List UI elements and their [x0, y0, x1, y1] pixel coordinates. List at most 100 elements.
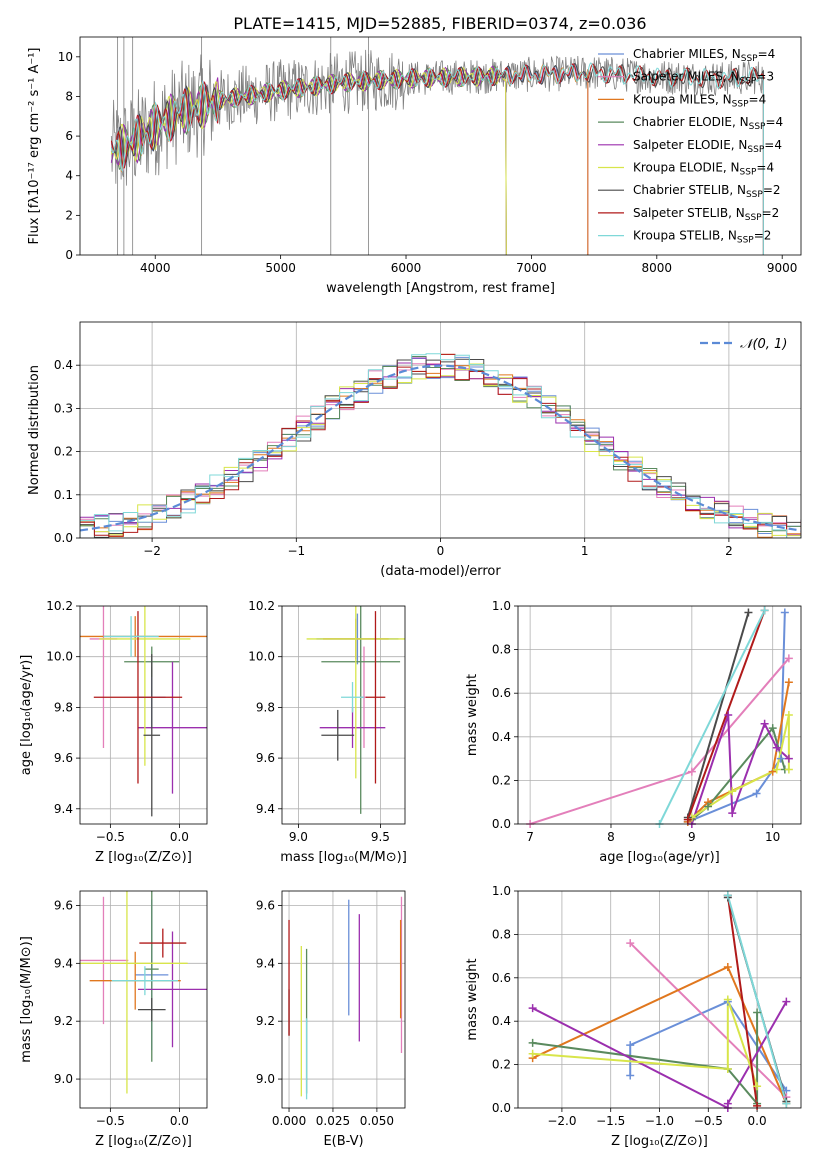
y-axis-label: mass weight	[465, 958, 480, 1040]
gaussian-curve	[80, 364, 801, 532]
errorbar-point	[99, 606, 191, 766]
weight-marker	[753, 1008, 762, 1017]
errorbar-point	[306, 606, 405, 779]
panel-weight_vs_age: 7 8 9 10 0.0 0.2 0.4 0.6 0.8 1.0 age [log₁₀(age/yr…	[465, 599, 802, 865]
x-tick-label: 9000	[767, 261, 798, 275]
plot-area	[282, 891, 405, 1108]
x-tick-label: −2	[143, 544, 161, 558]
errorbar-point	[80, 896, 129, 1025]
y-tick-label: 0.0	[492, 817, 511, 831]
y-tick-label: 9.4	[54, 956, 73, 970]
errorbar-point	[137, 998, 166, 1022]
panel-mass_vs_ebv: 0.000 0.025 0.050 9.0 9.2 9.4 9.6 E(B-V)	[256, 890, 406, 1149]
panel-age_vs_mass: 9.0 9.5 9.4 9.6 9.8 10.0 10.2 mass [log₁₀(M/M⊙)…	[248, 599, 407, 865]
weight-marker	[753, 1101, 762, 1110]
weight-marker	[626, 1041, 635, 1050]
errorbar-point	[341, 682, 364, 713]
legend-entry: Kroupa MILES, NSSP=4	[633, 92, 766, 109]
x-axis-label: Z [log₁₀(Z/Z⊙)]	[95, 1134, 192, 1149]
legend-value: =4	[765, 115, 783, 129]
weight-line-salpeter-miles	[529, 657, 790, 824]
y-tick-label: 0.4	[492, 730, 511, 744]
weight-marker	[753, 1082, 762, 1091]
x-tick-label: 8	[607, 830, 615, 844]
x-tick-label: 2	[725, 544, 733, 558]
legend-value: =2	[762, 206, 780, 220]
plot-area	[518, 891, 801, 1108]
y-axis-label: age [log₁₀(age/yr)]	[19, 655, 34, 776]
panel-spectrum: 4000 5000 6000 7000 8000 9000 0 2 4 6 8 10 wavelengt…	[27, 36, 802, 296]
model-line-salpeter-elodie	[110, 65, 507, 255]
weight-marker	[528, 1004, 537, 1013]
errorbar-point	[93, 611, 183, 784]
errorbar-point	[80, 891, 188, 1094]
y-tick-label: 0.2	[492, 773, 511, 787]
x-tick-label: −1.0	[645, 1114, 674, 1128]
legend-text: Salpeter ELODIE, N	[633, 138, 747, 152]
panel-age_vs_Z: −0.5 0.0 9.4 9.6 9.8 10.0 10.2 Z [log₁₀(Z/Z⊙)] a…	[19, 599, 208, 865]
legend-entry: Chabrier STELIB, NSSP=2	[633, 183, 781, 200]
errorbar-point	[365, 611, 386, 784]
plot-area	[282, 606, 405, 824]
weight-marker	[784, 654, 793, 663]
plot-area	[518, 606, 801, 824]
x-tick-label: 0.050	[360, 1114, 394, 1128]
errorbar-point	[103, 616, 159, 657]
x-tick-label: −1.5	[596, 1114, 625, 1128]
plot-area	[80, 891, 207, 1108]
weight-marker	[728, 787, 737, 796]
legend-subscript: SSP	[740, 77, 757, 87]
x-tick-label: 5000	[265, 261, 296, 275]
errorbar-point	[144, 891, 159, 1062]
weight-marker	[723, 891, 732, 900]
weight-marker	[683, 815, 692, 824]
legend-subscript: SSP	[745, 213, 762, 223]
model-line-kroupa-stelib	[110, 62, 764, 255]
model-line-chabrier-stelib	[111, 62, 764, 255]
x-tick-label: 8000	[642, 261, 673, 275]
legend-text: Salpeter MILES, N	[633, 70, 740, 84]
axes-frame	[79, 321, 802, 539]
legend-entry: 𝒩(0, 1)	[740, 337, 787, 352]
axes-frame	[517, 890, 802, 1109]
y-tick-label: 9.0	[256, 1072, 275, 1086]
x-tick-label: 0.000	[272, 1114, 306, 1128]
plot-area	[80, 606, 207, 824]
x-axis-label: wavelength [Angstrom, rest frame]	[326, 281, 555, 296]
panel-residuals: −2 −1 0 1 2 0.0 0.1 0.2 0.3 0.4 (data-model)/error…	[27, 321, 802, 579]
y-tick-label: 2	[65, 208, 73, 222]
weight-line-chabrier-elodie	[532, 1012, 759, 1107]
legend-subscript: SSP	[740, 168, 757, 178]
weight-marker	[687, 767, 696, 776]
legend-entry: Salpeter STELIB, NSSP=2	[633, 206, 779, 223]
legend-text: Kroupa STELIB, N	[633, 229, 737, 243]
legend-subscript: SSP	[746, 190, 763, 200]
legend-subscript: SSP	[747, 145, 764, 155]
x-axis-label: mass [log₁₀(M/M⊙)]	[280, 850, 407, 865]
weight-marker	[724, 711, 733, 719]
y-tick-label: 6	[65, 129, 73, 143]
x-axis-label: (data-model)/error	[380, 564, 501, 579]
x-tick-label: 6000	[391, 261, 422, 275]
errorbar-point	[321, 709, 355, 761]
weight-marker	[528, 1049, 537, 1058]
y-tick-label: 0.6	[492, 686, 511, 700]
legend-text: Chabrier MILES, N	[633, 47, 741, 61]
weight-marker	[784, 711, 793, 719]
y-tick-label: 0.0	[492, 1101, 511, 1115]
legend-entry: Chabrier MILES, NSSP=4	[633, 47, 775, 64]
legend-entry: Kroupa ELODIE, NSSP=4	[633, 161, 774, 178]
legend-text: Kroupa ELODIE, N	[633, 161, 740, 175]
y-tick-label: 9.4	[256, 956, 275, 970]
y-tick-label: 0.1	[54, 488, 73, 502]
x-tick-label: 0	[437, 544, 445, 558]
plot-area	[80, 322, 801, 538]
y-tick-label: 1.0	[492, 599, 511, 613]
weight-marker	[723, 1064, 732, 1073]
y-tick-label: 9.2	[256, 1014, 275, 1028]
weight-marker	[776, 754, 785, 763]
panel-weight_vs_Z: −2.0 −1.5 −1.0 −0.5 0.0 0.0 0.2 0.4 0.6 0.8 1.0 Z […	[465, 884, 802, 1149]
weight-marker	[723, 1099, 732, 1108]
x-tick-label: 7000	[516, 261, 547, 275]
